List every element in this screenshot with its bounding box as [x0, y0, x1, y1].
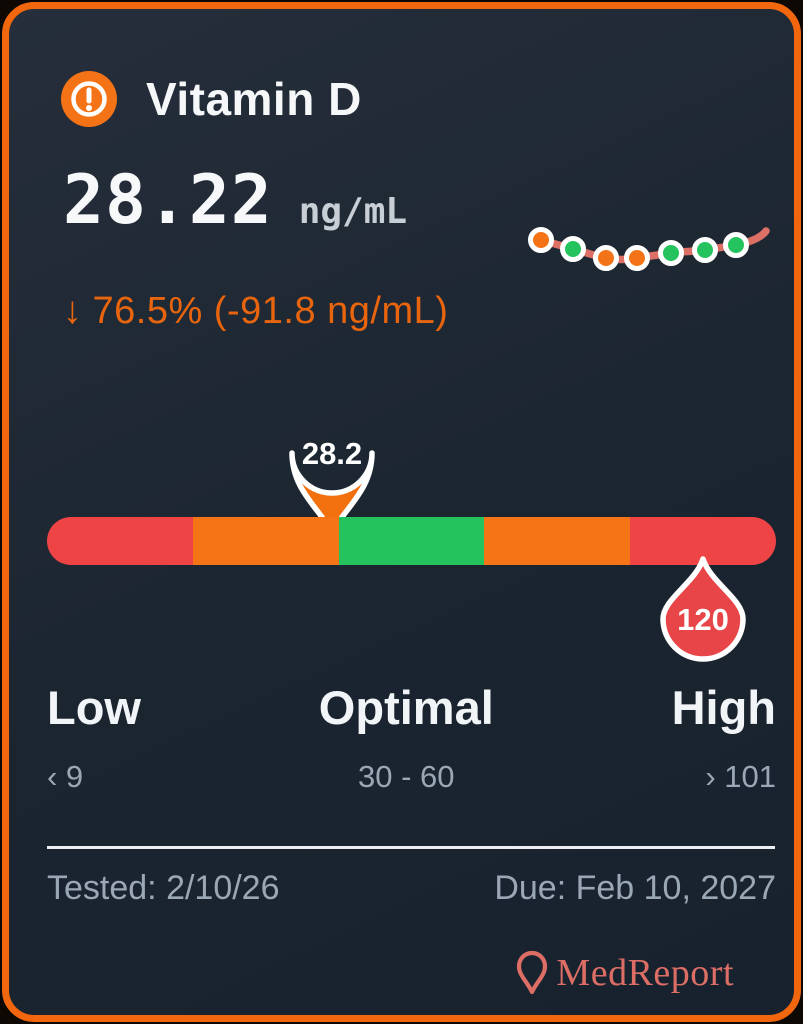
range-col-high: High › 101 — [672, 681, 776, 795]
sparkline-point — [692, 237, 718, 263]
due-date: Due: Feb 10, 2027 — [494, 869, 776, 907]
brand-name: MedReport — [556, 952, 734, 994]
sparkline-point — [624, 245, 650, 271]
location-pin-icon — [517, 950, 548, 995]
history-sparkline — [528, 227, 770, 271]
range-label-optimal: Optimal — [318, 681, 494, 734]
range-bar — [47, 517, 776, 565]
range-sublabel-low: ‹ 9 — [47, 759, 84, 794]
range-sublabel-high: › 101 — [705, 759, 776, 794]
sparkline-points — [528, 227, 749, 271]
range-segment-optimal — [338, 517, 485, 565]
range-col-optimal: Optimal 30 - 60 — [319, 681, 494, 795]
down-arrow-icon: ↓ — [63, 290, 83, 332]
sparkline-point — [528, 227, 554, 253]
current-value-marker: 28.2 — [289, 436, 375, 538]
sparkline-point — [560, 236, 586, 262]
tested-date: Tested: 2/10/26 — [47, 869, 280, 907]
reading-unit: ng/mL — [298, 191, 408, 232]
sparkline-point — [723, 232, 749, 258]
range-col-low: Low ‹ 9 — [47, 681, 141, 795]
change-indicator: ↓ 76.5% (-91.8 ng/mL) — [63, 290, 448, 333]
footer-row: Tested: 2/10/26 Due: Feb 10, 2027 — [47, 869, 776, 908]
high-value-marker: 120 — [660, 556, 746, 662]
high-marker-value: 120 — [677, 602, 729, 637]
sparkline-point — [593, 245, 619, 271]
change-label: 76.5% (-91.8 ng/mL) — [92, 290, 449, 332]
range-segment-high — [484, 517, 631, 565]
range-label-low: Low — [47, 681, 141, 734]
range-labels-row: Low ‹ 9 Optimal 30 - 60 High › 101 — [47, 681, 776, 795]
sparkline-point — [658, 240, 684, 266]
range-segment-low — [192, 517, 339, 565]
reading: 28.22 ng/mL — [63, 161, 407, 240]
reading-value: 28.22 — [63, 161, 273, 240]
range-segment-critical-low — [47, 517, 193, 565]
alert-glyph — [71, 81, 107, 117]
divider — [47, 846, 775, 849]
alert-circle-icon — [61, 71, 117, 127]
card-title: Vitamin D — [146, 73, 362, 125]
range-sublabel-optimal: 30 - 60 — [358, 759, 455, 794]
range-label-high: High — [671, 681, 776, 734]
current-marker-value: 28.2 — [302, 436, 362, 471]
brand-logo: MedReport — [516, 950, 734, 996]
